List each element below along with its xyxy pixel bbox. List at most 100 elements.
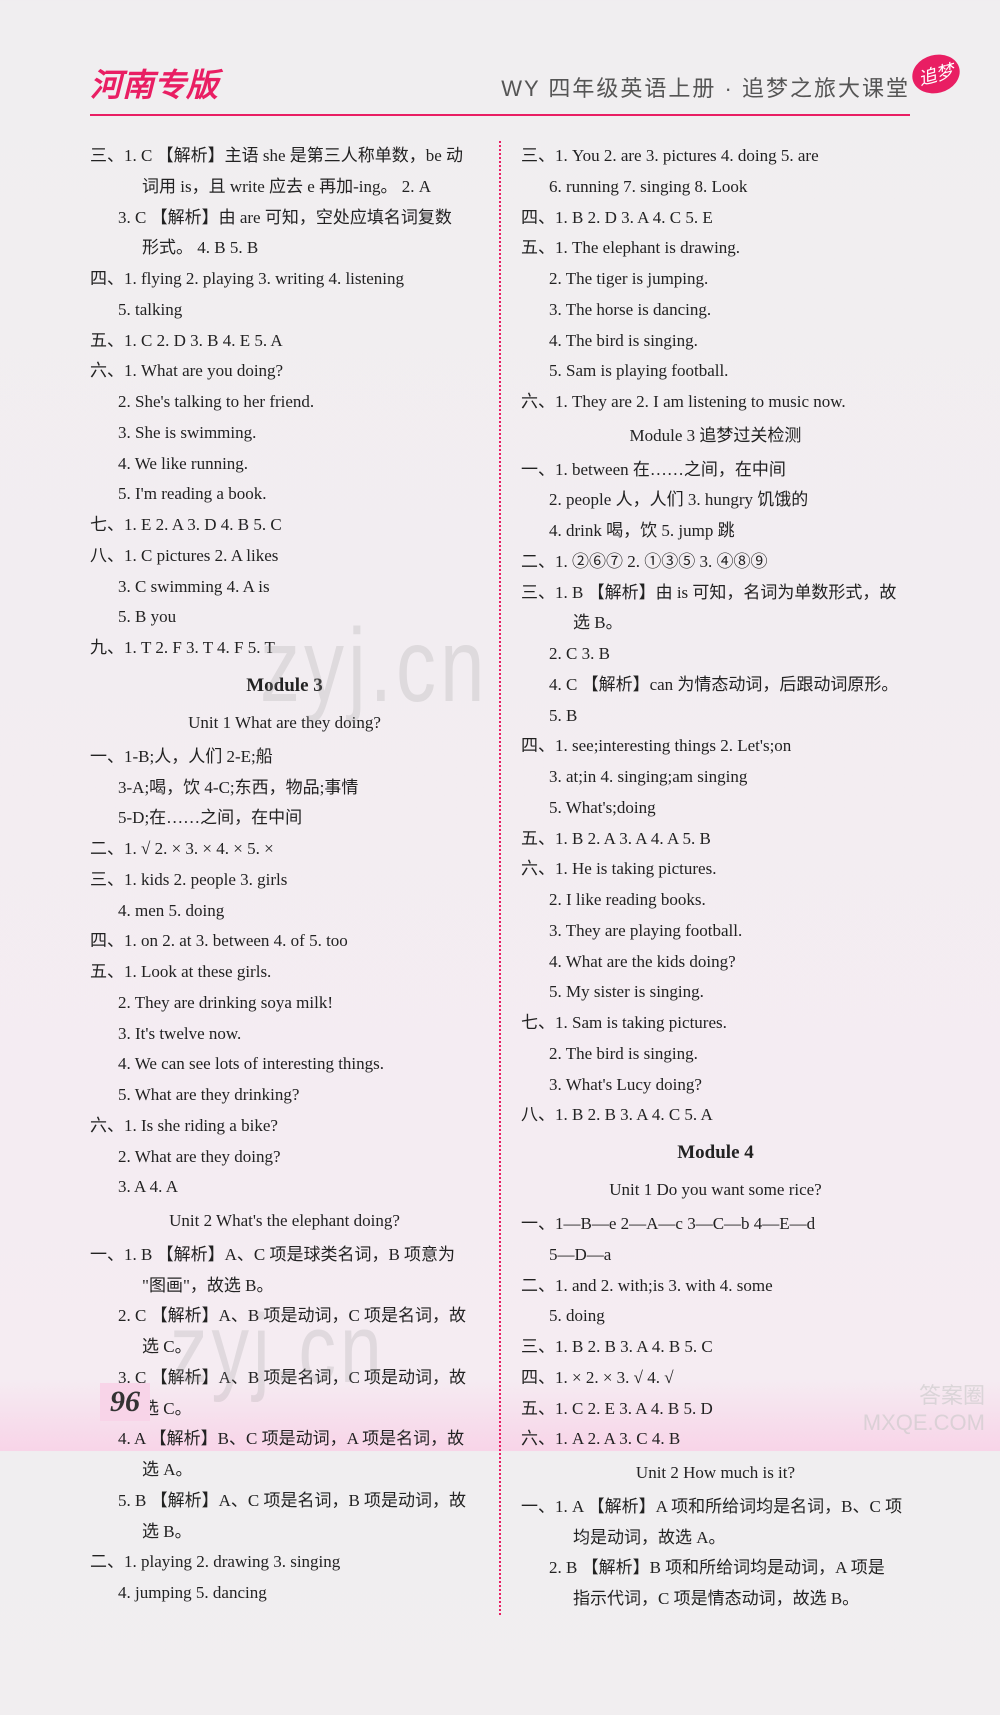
text-line: 5. What's;doing xyxy=(521,793,910,823)
text-line: 八、1. B 2. B 3. A 4. C 5. A xyxy=(521,1100,910,1130)
text-line: 4. What are the kids doing? xyxy=(521,947,910,977)
corner-brand: 答案圈MXQE.COM xyxy=(863,1383,985,1436)
text-line: 四、1. on 2. at 3. between 4. of 5. too xyxy=(90,926,479,956)
text-line: 5. What are they drinking? xyxy=(90,1080,479,1110)
text-line: 七、1. E 2. A 3. D 4. B 5. C xyxy=(90,510,479,540)
stamp-icon: 追梦 xyxy=(908,49,964,98)
text-line: 二、1. playing 2. drawing 3. singing xyxy=(90,1547,479,1577)
text-line: 2. The tiger is jumping. xyxy=(521,264,910,294)
text-line: Module 3 追梦过关检测 xyxy=(521,421,910,451)
text-line: 词用 is，且 write 应去 e 再加-ing。 2. A xyxy=(90,172,479,202)
text-line: 五、1. Look at these girls. xyxy=(90,957,479,987)
text-line: 一、1-B;人，人们 2-E;船 xyxy=(90,742,479,772)
text-line: 4. We like running. xyxy=(90,449,479,479)
text-line: 四、1. × 2. × 3. √ 4. √ xyxy=(521,1363,910,1393)
text-line: 四、1. see;interesting things 2. Let's;on xyxy=(521,731,910,761)
text-line: 六、1. They are 2. I am listening to music… xyxy=(521,387,910,417)
text-line: 六、1. What are you doing? xyxy=(90,356,479,386)
text-line: 2. She's talking to her friend. xyxy=(90,387,479,417)
text-line: 5. talking xyxy=(90,295,479,325)
text-line: 5. B xyxy=(521,701,910,731)
text-line: 六、1. A 2. A 3. C 4. B xyxy=(521,1424,910,1454)
text-line: 3. The horse is dancing. xyxy=(521,295,910,325)
text-line: 指示代词，C 项是情态动词，故选 B。 xyxy=(521,1584,910,1614)
page-number: 96 xyxy=(100,1383,150,1421)
text-line: 形式。 4. B 5. B xyxy=(90,233,479,263)
text-line: 选 B。 xyxy=(521,608,910,638)
content-area: 三、1. C 【解析】主语 she 是第三人称单数，be 动词用 is，且 wr… xyxy=(90,141,910,1615)
text-line: 选 A。 xyxy=(90,1455,479,1485)
text-line: 4. jumping 5. dancing xyxy=(90,1578,479,1608)
text-line: 九、1. T 2. F 3. T 4. F 5. T xyxy=(90,633,479,663)
text-line: 三、1. B 【解析】由 is 可知，名词为单数形式，故 xyxy=(521,578,910,608)
corner-brand-text: 答案圈MXQE.COM xyxy=(863,1383,985,1434)
text-line: 4. We can see lots of interesting things… xyxy=(90,1049,479,1079)
text-line: Unit 2 What's the elephant doing? xyxy=(90,1206,479,1236)
text-line: 一、1. A 【解析】A 项和所给词均是名词，B、C 项 xyxy=(521,1492,910,1522)
text-line: 四、1. B 2. D 3. A 4. C 5. E xyxy=(521,203,910,233)
text-line: 3. They are playing football. xyxy=(521,916,910,946)
text-line: 5—D—a xyxy=(521,1240,910,1270)
text-line: Unit 2 How much is it? xyxy=(521,1458,910,1488)
text-line: 5. B you xyxy=(90,602,479,632)
text-line: Module 3 xyxy=(90,669,479,702)
text-line: 4. drink 喝，饮 5. jump 跳 xyxy=(521,516,910,546)
text-line: 六、1. Is she riding a bike? xyxy=(90,1111,479,1141)
text-line: "图画"，故选 B。 xyxy=(90,1271,479,1301)
text-line: 2. What are they doing? xyxy=(90,1142,479,1172)
text-line: 3-A;喝，饮 4-C;东西，物品;事情 xyxy=(90,773,479,803)
page-header: 河南专版 WY 四年级英语上册 · 追梦之旅大课堂 追梦 xyxy=(90,60,910,116)
text-line: 三、1. B 2. B 3. A 4. B 5. C xyxy=(521,1332,910,1362)
text-line: 一、1. between 在……之间，在中间 xyxy=(521,455,910,485)
text-line: 3. C swimming 4. A is xyxy=(90,572,479,602)
book-title: WY 四年级英语上册 · 追梦之旅大课堂 xyxy=(501,71,910,103)
text-line: 2. I like reading books. xyxy=(521,885,910,915)
text-line: 2. people 人，人们 3. hungry 饥饿的 xyxy=(521,485,910,515)
text-line: 3. C 【解析】由 are 可知，空处应填名词复数 xyxy=(90,203,479,233)
text-line: 3. It's twelve now. xyxy=(90,1019,479,1049)
text-line: 3. A 4. A xyxy=(90,1172,479,1202)
text-line: 二、1. √ 2. × 3. × 4. × 5. × xyxy=(90,834,479,864)
text-line: 一、1—B—e 2—A—c 3—C—b 4—E—d xyxy=(521,1209,910,1239)
text-line: 4. The bird is singing. xyxy=(521,326,910,356)
text-line: 5. I'm reading a book. xyxy=(90,479,479,509)
text-line: 五、1. B 2. A 3. A 4. A 5. B xyxy=(521,824,910,854)
text-line: 二、1. and 2. with;is 3. with 4. some xyxy=(521,1271,910,1301)
text-line: 5. doing xyxy=(521,1301,910,1331)
text-line: 2. The bird is singing. xyxy=(521,1039,910,1069)
text-line: 5. Sam is playing football. xyxy=(521,356,910,386)
text-line: 三、1. C 【解析】主语 she 是第三人称单数，be 动 xyxy=(90,141,479,171)
text-line: 2. C 【解析】A、B 项是动词，C 项是名词，故 xyxy=(90,1301,479,1331)
text-line: 选 B。 xyxy=(90,1517,479,1547)
text-line: 选 C。 xyxy=(90,1332,479,1362)
text-line: Unit 1 Do you want some rice? xyxy=(521,1175,910,1205)
text-line: 五、1. The elephant is drawing. xyxy=(521,233,910,263)
text-line: 6. running 7. singing 8. Look xyxy=(521,172,910,202)
right-column: 三、1. You 2. are 3. pictures 4. doing 5. … xyxy=(521,141,910,1615)
text-line: 2. They are drinking soya milk! xyxy=(90,988,479,1018)
text-line: 3. She is swimming. xyxy=(90,418,479,448)
column-divider xyxy=(499,141,501,1615)
text-line: 六、1. He is taking pictures. xyxy=(521,854,910,884)
text-line: 二、1. ②⑥⑦ 2. ①③⑤ 3. ④⑧⑨ xyxy=(521,547,910,577)
text-line: 5-D;在……之间，在中间 xyxy=(90,803,479,833)
text-line: 4. A 【解析】B、C 项是动词，A 项是名词，故 xyxy=(90,1424,479,1454)
text-line: Module 4 xyxy=(521,1136,910,1169)
text-line: 五、1. C 2. E 3. A 4. B 5. D xyxy=(521,1394,910,1424)
text-line: 4. C 【解析】can 为情态动词，后跟动词原形。 xyxy=(521,670,910,700)
text-line: 5. B 【解析】A、C 项是名词，B 项是动词，故 xyxy=(90,1486,479,1516)
text-line: 4. men 5. doing xyxy=(90,896,479,926)
text-line: 四、1. flying 2. playing 3. writing 4. lis… xyxy=(90,264,479,294)
text-line: 八、1. C pictures 2. A likes xyxy=(90,541,479,571)
page-container: 河南专版 WY 四年级英语上册 · 追梦之旅大课堂 追梦 三、1. C 【解析】… xyxy=(0,0,1000,1715)
text-line: 五、1. C 2. D 3. B 4. E 5. A xyxy=(90,326,479,356)
text-line: Unit 1 What are they doing? xyxy=(90,708,479,738)
edition-label: 河南专版 xyxy=(90,60,218,106)
text-line: 3. at;in 4. singing;am singing xyxy=(521,762,910,792)
text-line: 七、1. Sam is taking pictures. xyxy=(521,1008,910,1038)
text-line: 5. My sister is singing. xyxy=(521,977,910,1007)
text-line: 三、1. kids 2. people 3. girls xyxy=(90,865,479,895)
text-line: 3. What's Lucy doing? xyxy=(521,1070,910,1100)
text-line: 一、1. B 【解析】A、C 项是球类名词，B 项意为 xyxy=(90,1240,479,1270)
text-line: 2. B 【解析】B 项和所给词均是动词，A 项是 xyxy=(521,1553,910,1583)
